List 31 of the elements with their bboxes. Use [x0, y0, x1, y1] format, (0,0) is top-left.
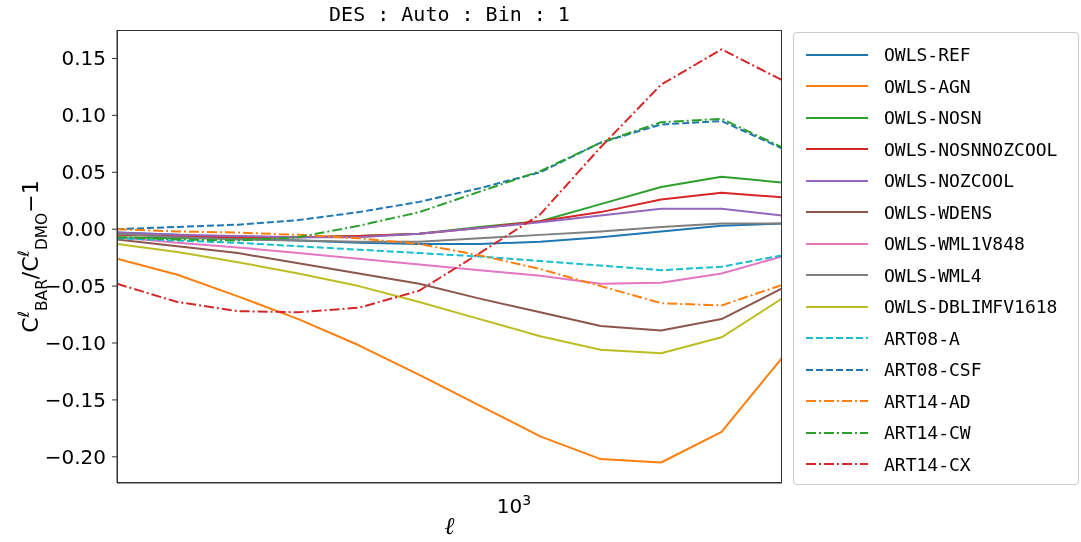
y-tick-label: 0.10	[61, 103, 106, 128]
legend-label: OWLS-WDENS	[884, 201, 993, 223]
line-series	[117, 237, 782, 272]
legend-label: ART08-CSF	[884, 359, 982, 381]
line-series	[117, 228, 782, 307]
legend-label: ART08-A	[884, 327, 960, 349]
text: 10$^{3}$	[496, 492, 532, 518]
line-series	[117, 238, 782, 332]
y-tick-label: 0.00	[61, 217, 106, 242]
y-tick-label: −0.15	[44, 387, 106, 412]
legend-label: ART14-AD	[884, 390, 971, 412]
legend-label: ART14-CW	[884, 422, 971, 444]
y-tick-label: 0.05	[61, 160, 106, 185]
line-series	[117, 257, 782, 464]
x-axis-title: ℓ	[444, 512, 455, 540]
y-tick-label: 0.15	[61, 46, 106, 71]
legend-label: OWLS-REF	[884, 44, 971, 66]
line-series	[117, 242, 782, 355]
y-tick-label: −0.20	[44, 444, 106, 469]
legend-label: OWLS-WML1V848	[884, 233, 1025, 255]
legend-label: OWLS-WML4	[884, 264, 982, 286]
line-series	[117, 207, 782, 239]
y-tick-label: −0.10	[44, 331, 106, 355]
legend-label: OWLS-AGN	[884, 75, 971, 97]
chart-title: DES : Auto : Bin : 1	[328, 2, 571, 26]
legend-label: OWLS-NOZCOOL	[884, 170, 1015, 192]
legend-label: OWLS-DBLIMFV1618	[884, 296, 1058, 318]
legend-label: OWLS-NOSN	[884, 107, 982, 129]
line-series	[117, 48, 782, 314]
legend-label: OWLS-NOSNNOZCOOL	[884, 138, 1058, 160]
legend-label: ART14-CX	[884, 453, 971, 475]
